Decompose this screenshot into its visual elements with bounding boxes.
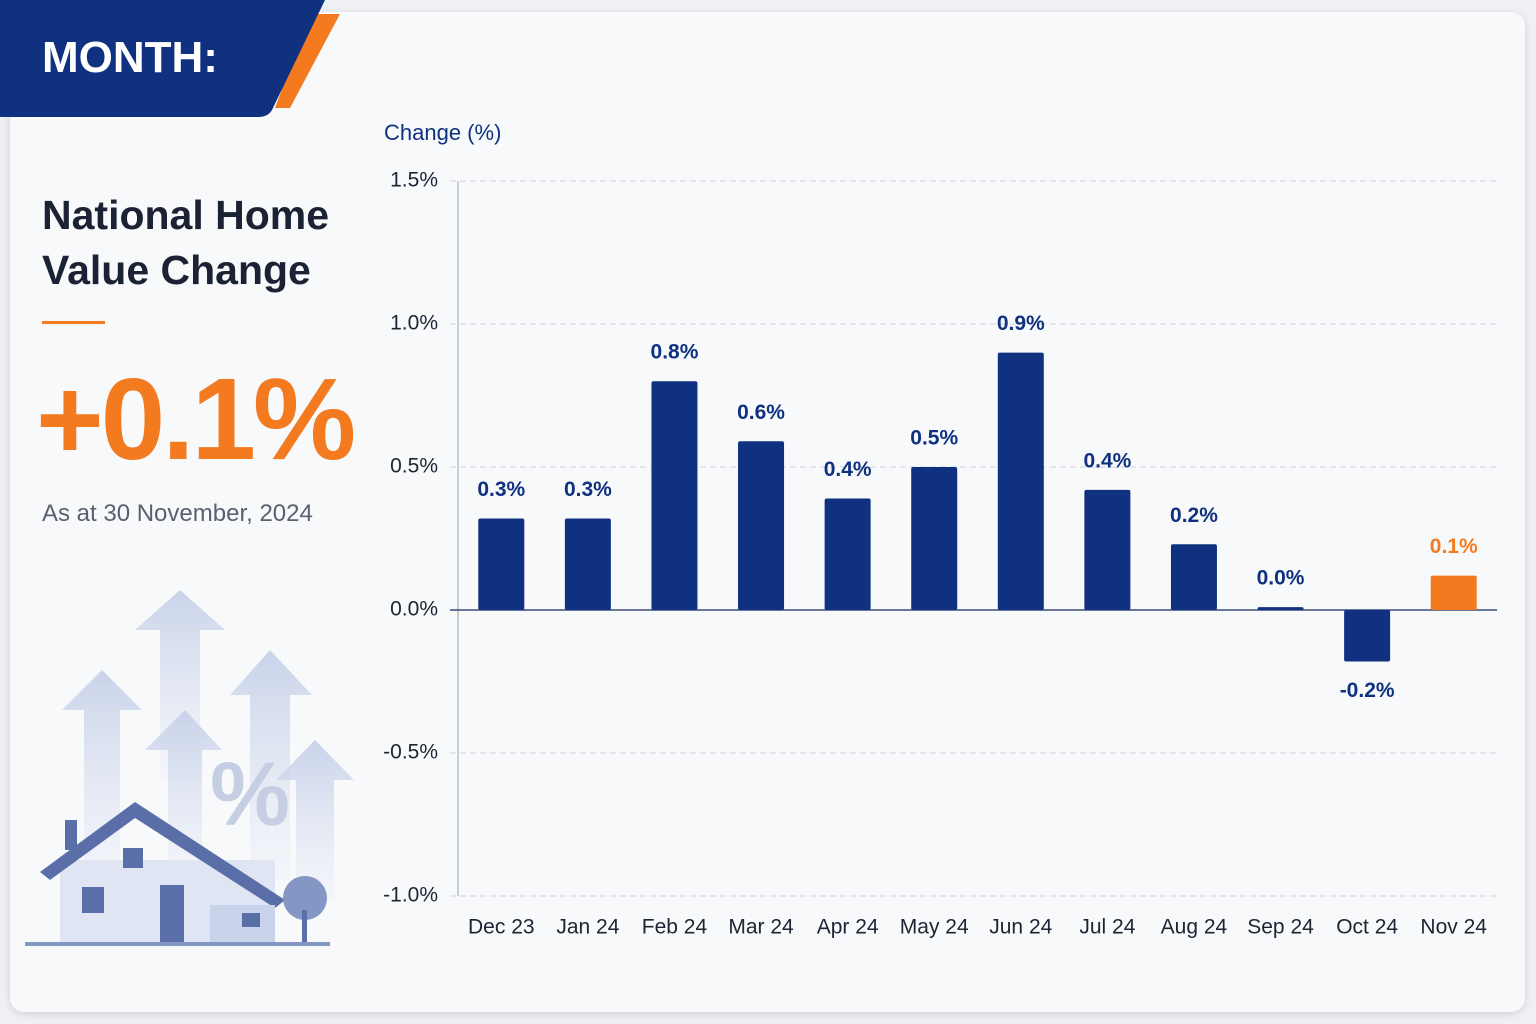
- illustration-symbol: %: [210, 745, 290, 845]
- x-tick-label: Jun 24: [989, 916, 1052, 939]
- bar: [997, 352, 1044, 610]
- y-tick-label: 1.0%: [390, 312, 438, 335]
- data-label: 0.3%: [564, 478, 612, 501]
- data-label: 0.6%: [737, 401, 785, 424]
- x-tick-label: Sep 24: [1247, 916, 1314, 939]
- x-tick-label: Apr 24: [817, 916, 879, 939]
- bar: [824, 498, 871, 610]
- data-label: 0.2%: [1170, 504, 1218, 527]
- data-label: 0.3%: [477, 478, 525, 501]
- bar: [1257, 607, 1304, 610]
- x-tick-label: Dec 23: [468, 916, 535, 939]
- data-label: 0.0%: [1257, 567, 1305, 590]
- bar: [1430, 575, 1477, 610]
- x-tick-label: May 24: [900, 916, 969, 939]
- divider: [42, 321, 105, 324]
- bar: [911, 467, 958, 610]
- y-tick-label: 0.0%: [390, 598, 438, 621]
- bar: [478, 518, 525, 610]
- bar: [651, 381, 698, 610]
- bar: [1084, 489, 1131, 610]
- bar: [738, 441, 785, 610]
- y-axis-title: Change (%): [384, 120, 501, 145]
- header-banner: MONTH:: [0, 0, 340, 117]
- x-tick-label: Jul 24: [1079, 916, 1135, 939]
- x-tick-label: Oct 24: [1336, 916, 1398, 939]
- data-label: 0.5%: [910, 427, 958, 450]
- data-label: -0.2%: [1340, 679, 1395, 702]
- data-label: 0.4%: [824, 458, 872, 481]
- illustration: %: [25, 590, 354, 946]
- x-tick-label: Mar 24: [728, 916, 794, 939]
- data-label: 0.8%: [651, 341, 699, 364]
- x-tick-label: Aug 24: [1161, 916, 1228, 939]
- data-label: 0.9%: [997, 312, 1045, 335]
- bar: [1170, 544, 1217, 610]
- x-tick-label: Jan 24: [556, 916, 619, 939]
- headline: +0.1%: [36, 354, 356, 484]
- y-tick-label: 0.5%: [390, 455, 438, 478]
- bar: [564, 518, 611, 610]
- y-tick-label: -1.0%: [383, 884, 438, 907]
- x-tick-label: Feb 24: [642, 916, 708, 939]
- data-label: 0.4%: [1083, 449, 1131, 472]
- summary-title: National Home Value Change: [42, 192, 330, 293]
- header-label: MONTH:: [42, 33, 218, 82]
- data-label: 0.1%: [1430, 535, 1478, 558]
- bar: [1344, 610, 1391, 662]
- y-tick-label: -0.5%: [383, 741, 438, 764]
- x-tick-label: Nov 24: [1420, 916, 1487, 939]
- date: As at 30 November, 2024: [42, 500, 313, 527]
- y-tick-label: 1.5%: [390, 169, 438, 192]
